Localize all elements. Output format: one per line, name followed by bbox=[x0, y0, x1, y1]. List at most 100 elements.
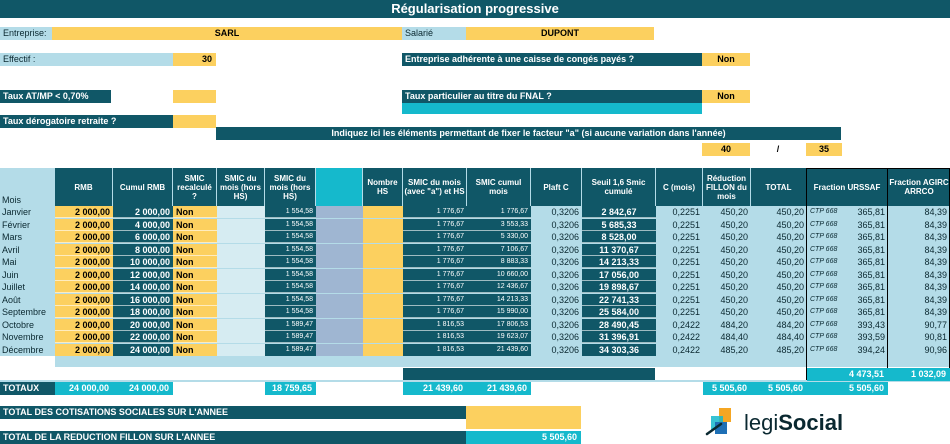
cell-ctp: CTP 668 bbox=[810, 208, 838, 215]
cell-smic-mois: 1 554,58 bbox=[265, 231, 316, 243]
cell-smic-mois: 1 554,58 bbox=[265, 268, 316, 281]
cell-blank-slate bbox=[316, 256, 363, 268]
cell-agirc: 84,39 bbox=[924, 219, 947, 230]
cell-smic-recalcule[interactable]: Non bbox=[173, 231, 217, 243]
cell-rmb[interactable]: 2 000,00 bbox=[55, 256, 113, 268]
total-smic: 18 759,65 bbox=[265, 382, 316, 395]
cell-smic-a: 1 776,67 bbox=[403, 281, 467, 293]
cell-mois: Novembre bbox=[2, 332, 44, 342]
conges-input[interactable]: Non bbox=[702, 53, 750, 66]
cell-nombre-hs[interactable] bbox=[363, 293, 403, 306]
cell-nombre-hs[interactable] bbox=[363, 306, 403, 318]
cell-c-mois: 0,2251 bbox=[672, 294, 700, 305]
col-cyan-header bbox=[316, 168, 362, 206]
cell-urssaf: 393,43 bbox=[857, 319, 885, 330]
col-smic-recalcule-header: SMIC recalculé ? bbox=[173, 168, 216, 206]
cell-reduction: 450,20 bbox=[720, 219, 748, 230]
cell-smic-recalcule[interactable]: Non bbox=[173, 281, 217, 293]
cell-nombre-hs[interactable] bbox=[363, 343, 403, 356]
cell-blank-slate bbox=[316, 243, 363, 256]
cell-smic-recalcule[interactable]: Non bbox=[173, 218, 217, 231]
cell-plaft: 0,3206 bbox=[551, 332, 579, 342]
cell-mois: Octobre bbox=[2, 319, 35, 330]
cell-smic-recalcule[interactable]: Non bbox=[173, 318, 217, 331]
cell-smic-cumul: 14 213,33 bbox=[467, 293, 531, 306]
salarie-input[interactable]: DUPONT bbox=[466, 27, 654, 40]
cell-blank-light bbox=[217, 331, 265, 343]
cell-smic-mois: 1 589,47 bbox=[265, 318, 316, 331]
cell-nombre-hs[interactable] bbox=[363, 231, 403, 243]
cell-rmb[interactable]: 2 000,00 bbox=[55, 218, 113, 231]
total-smic-a: 21 439,60 bbox=[403, 382, 467, 395]
cell-reduction: 450,20 bbox=[720, 207, 748, 217]
cell-smic-recalcule[interactable]: Non bbox=[173, 206, 217, 218]
cell-rmb[interactable]: 2 000,00 bbox=[55, 281, 113, 293]
cell-ctp: CTP 668 bbox=[810, 333, 838, 340]
cell-smic-a: 1 816,53 bbox=[403, 331, 467, 343]
cell-reduction: 450,20 bbox=[720, 282, 748, 292]
cell-rmb[interactable]: 2 000,00 bbox=[55, 331, 113, 343]
cell-smic-cumul: 5 330,00 bbox=[467, 231, 531, 243]
cell-rmb[interactable]: 2 000,00 bbox=[55, 243, 113, 256]
cell-total: 484,20 bbox=[776, 319, 804, 330]
cell-nombre-hs[interactable] bbox=[363, 281, 403, 293]
cell-mois: Août bbox=[2, 294, 21, 305]
cotisations-value[interactable] bbox=[466, 406, 581, 419]
cell-smic-recalcule[interactable]: Non bbox=[173, 331, 217, 343]
cell-smic-recalcule[interactable]: Non bbox=[173, 306, 217, 318]
cell-nombre-hs[interactable] bbox=[363, 318, 403, 331]
cell-seuil: 31 396,91 bbox=[582, 331, 656, 343]
total-urssaf: 4 473,51 bbox=[807, 368, 888, 381]
cell-cumul-rmb: 6 000,00 bbox=[113, 231, 173, 243]
cell-ctp: CTP 668 bbox=[810, 270, 838, 278]
retraite-input[interactable] bbox=[173, 115, 216, 128]
cell-smic-recalcule[interactable]: Non bbox=[173, 243, 217, 256]
cell-c-mois: 0,2251 bbox=[672, 269, 700, 280]
cell-smic-cumul: 1 776,67 bbox=[467, 206, 531, 218]
data-table: Janvier 2 000,00 2 000,00 Non 1 554,58 1 776,… bbox=[0, 206, 950, 356]
cell-rmb[interactable]: 2 000,00 bbox=[55, 318, 113, 331]
cell-smic-mois: 1 589,47 bbox=[265, 343, 316, 356]
cell-nombre-hs[interactable] bbox=[363, 268, 403, 281]
cell-rmb[interactable]: 2 000,00 bbox=[55, 293, 113, 306]
facteur-den-input[interactable]: 35 bbox=[806, 143, 842, 156]
cell-c-mois: 0,2251 bbox=[672, 282, 700, 292]
cell-c-mois: 0,2422 bbox=[672, 332, 700, 342]
cell-rmb[interactable]: 2 000,00 bbox=[55, 306, 113, 318]
entreprise-input[interactable]: SARL bbox=[52, 27, 402, 40]
facteur-label: Indiquez ici les éléments permettant de … bbox=[216, 127, 841, 140]
cell-rmb[interactable]: 2 000,00 bbox=[55, 343, 113, 356]
atmp-input[interactable] bbox=[173, 90, 216, 103]
cell-smic-recalcule[interactable]: Non bbox=[173, 256, 217, 268]
cell-nombre-hs[interactable] bbox=[363, 243, 403, 256]
col-agirc-header: Fraction AGIRC ARRCO bbox=[888, 168, 950, 206]
cell-mois: Décembre bbox=[2, 344, 44, 355]
cell-smic-recalcule[interactable]: Non bbox=[173, 268, 217, 281]
cell-mois: Juin bbox=[2, 269, 19, 280]
cell-nombre-hs[interactable] bbox=[363, 218, 403, 231]
cell-nombre-hs[interactable] bbox=[363, 206, 403, 218]
cell-urssaf: 365,81 bbox=[857, 307, 885, 317]
effectif-label: Effectif : bbox=[0, 53, 173, 66]
cell-agirc: 84,39 bbox=[924, 232, 947, 242]
cell-mois: Septembre bbox=[2, 307, 47, 317]
conges-label: Entreprise adhérente à une caisse de con… bbox=[402, 53, 702, 66]
effectif-input[interactable]: 30 bbox=[173, 53, 216, 66]
cell-smic-recalcule[interactable]: Non bbox=[173, 293, 217, 306]
cell-rmb[interactable]: 2 000,00 bbox=[55, 206, 113, 218]
cell-nombre-hs[interactable] bbox=[363, 331, 403, 343]
fnal-input[interactable]: Non bbox=[702, 90, 750, 103]
cell-c-mois: 0,2251 bbox=[672, 307, 700, 317]
cell-rmb[interactable]: 2 000,00 bbox=[55, 268, 113, 281]
cell-nombre-hs[interactable] bbox=[363, 256, 403, 268]
facteur-num-input[interactable]: 40 bbox=[702, 143, 750, 156]
cell-rmb[interactable]: 2 000,00 bbox=[55, 231, 113, 243]
cell-smic-cumul: 10 660,00 bbox=[467, 268, 531, 281]
cell-plaft: 0,3206 bbox=[551, 294, 579, 305]
cell-cumul-rmb: 10 000,00 bbox=[113, 256, 173, 268]
logo-text-social: Social bbox=[778, 410, 844, 435]
total-reduction: 5 505,60 bbox=[703, 382, 751, 395]
cell-smic-recalcule[interactable]: Non bbox=[173, 343, 217, 356]
cell-total: 450,20 bbox=[776, 232, 804, 242]
cell-smic-a: 1 776,67 bbox=[403, 256, 467, 268]
